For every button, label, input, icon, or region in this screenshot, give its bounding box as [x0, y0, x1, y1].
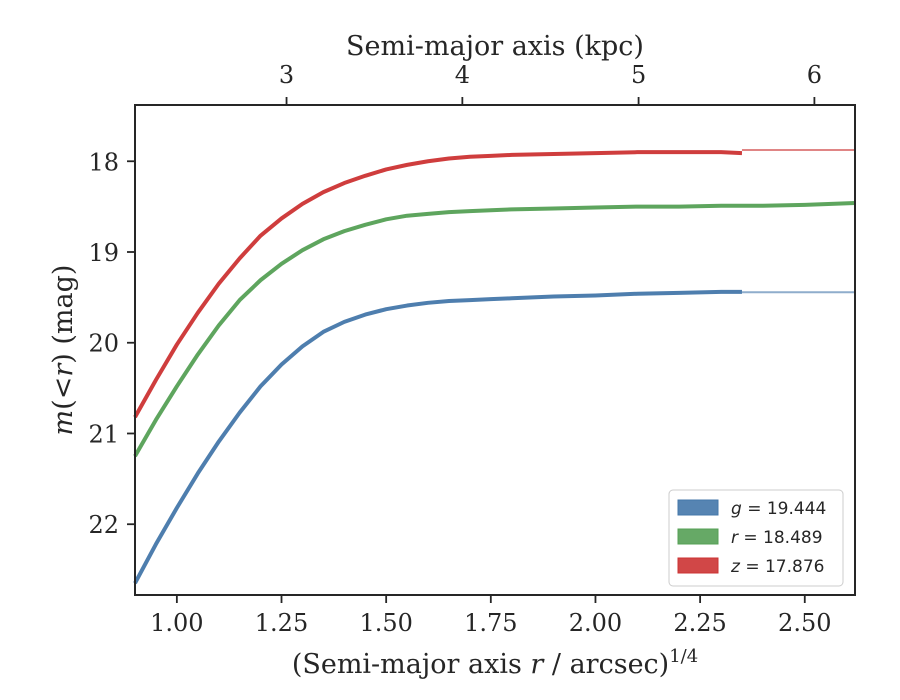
- series-g: [133, 289, 855, 585]
- ticks-layer: 1.00 1.25 1.50 1.75 2.00 2.25 2.50 18 19 20 21 22 3 4…: [88, 61, 831, 637]
- x-axis-label-var: r: [530, 649, 545, 680]
- x-axis-label: (Semi-major axis r / arcsec)1/4: [292, 646, 698, 680]
- legend-entry-z: z = 17.876: [677, 557, 824, 577]
- y-tick-label: 18: [88, 148, 119, 176]
- x-tick-label: 1.00: [150, 609, 203, 637]
- legend-label: g = 19.444: [731, 499, 826, 519]
- y-tick-label: 22: [88, 511, 119, 539]
- x-tick-label: 1.75: [464, 609, 517, 637]
- y-tick-label: 21: [88, 420, 119, 448]
- top-tick-label: 3: [279, 61, 294, 89]
- y-axis-label-suffix: ) (mag): [48, 265, 79, 364]
- legend-label: z = 17.876: [730, 557, 824, 577]
- top-axis-label: Semi-major axis (kpc): [346, 31, 644, 62]
- top-tick-label: 6: [807, 61, 822, 89]
- legend-entry-g: g = 19.444: [677, 499, 826, 519]
- y-tick-label: 20: [88, 330, 119, 358]
- y-axis-label-var2: r: [48, 362, 79, 377]
- series-r-line: [133, 201, 856, 458]
- x-axis-label-suffix: / arcsec): [543, 649, 669, 680]
- legend-swatch: [677, 499, 719, 516]
- top-tick-label: 4: [455, 61, 470, 89]
- y-axis-label-mid: (<: [48, 377, 79, 410]
- series-g-line: [133, 289, 742, 585]
- series-r: [133, 201, 856, 458]
- legend-swatch: [677, 557, 719, 574]
- x-tick-label: 2.00: [569, 609, 622, 637]
- y-axis-label: m(<r) (mag): [48, 265, 79, 436]
- legend-entries: g = 19.444 r = 18.489 z = 17.876: [677, 499, 826, 577]
- y-tick-label: 19: [88, 239, 119, 267]
- x-tick-label: 2.50: [778, 609, 831, 637]
- x-tick-label: 2.25: [673, 609, 726, 637]
- legend-entry-r: r = 18.489: [677, 528, 823, 548]
- legend-label: r = 18.489: [731, 528, 823, 548]
- top-tick-label: 5: [631, 61, 646, 89]
- x-tick-label: 1.25: [255, 609, 308, 637]
- series-z: [133, 149, 855, 419]
- legend-swatch: [677, 528, 719, 545]
- y-axis-label-var: m: [48, 410, 79, 436]
- series-layer: [133, 149, 856, 585]
- plot-frame: [134, 104, 856, 596]
- series-z-line: [133, 150, 743, 419]
- x-axis-label-exponent: 1/4: [669, 646, 698, 667]
- legend: g = 19.444 r = 18.489 z = 17.876: [668, 489, 844, 587]
- x-tick-label: 1.50: [359, 609, 412, 637]
- x-axis-label-prefix: (Semi-major axis: [292, 649, 531, 680]
